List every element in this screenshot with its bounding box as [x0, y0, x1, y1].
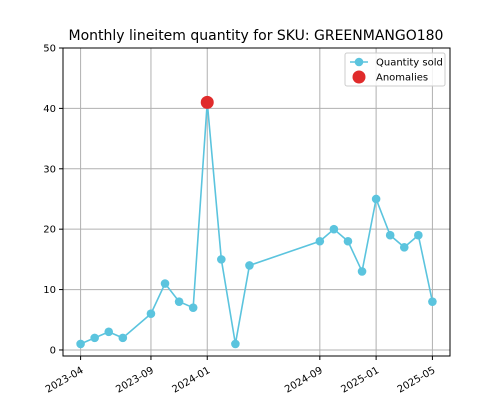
quantity-sold-point — [174, 297, 184, 306]
y-tick-label: 30 — [43, 164, 56, 175]
series-lines — [80, 102, 434, 345]
quantity-sold-point — [371, 194, 381, 204]
quantity-sold-point — [146, 309, 156, 319]
chart-title: Monthly lineitem quantity for SKU: GREEN… — [69, 28, 444, 44]
x-tick-label: 2025-01 — [339, 365, 381, 395]
y-tick-label: 50 — [43, 44, 56, 55]
x-tick-label: 2023-09 — [114, 365, 156, 395]
anomaly-point — [200, 95, 214, 109]
quantity-sold-point — [90, 333, 99, 343]
plot-area-frame — [62, 47, 451, 357]
quantity-sold-point — [399, 242, 409, 252]
data-points — [76, 95, 437, 349]
quantity-sold-point — [414, 230, 423, 240]
grid — [63, 47, 450, 356]
quantity-sold-point — [357, 267, 367, 276]
y-tick-label: 0 — [50, 345, 56, 356]
legend: Quantity sold Anomalies — [344, 52, 446, 87]
y-tick-label: 10 — [43, 285, 56, 296]
legend-label-anomalies: Anomalies — [376, 73, 428, 84]
legend-box — [344, 52, 446, 87]
legend-label-quantity: Quantity sold — [376, 58, 443, 69]
x-tick-label: 2024-01 — [171, 365, 213, 395]
quantity-sold-point — [231, 339, 240, 349]
quantity-sold-point — [217, 255, 226, 264]
x-tick-label: 2024-09 — [283, 365, 325, 395]
quantity-sold-point — [315, 236, 325, 246]
quantity-sold-line — [80, 102, 434, 345]
x-tick-label: 2023-04 — [44, 365, 86, 395]
legend-marker-swatch — [354, 57, 364, 67]
legend-anomaly-swatch — [352, 70, 366, 84]
quantity-sold-point — [329, 224, 339, 234]
x-tick-label: 2025-05 — [396, 365, 438, 395]
y-tick-label: 20 — [43, 225, 56, 236]
quantity-sold-point — [245, 261, 254, 270]
y-tick-label: 40 — [43, 104, 56, 115]
quantity-sold-point — [118, 333, 128, 343]
quantity-sold-point — [428, 297, 437, 306]
quantity-sold-point — [76, 339, 85, 349]
quantity-sold-point — [188, 303, 198, 312]
ticks: 2023-04 2023-09 2024-01 2024-09 2025-01 2025-… — [43, 44, 437, 396]
quantity-sold-point — [104, 327, 114, 337]
quantity-sold-point — [385, 230, 395, 240]
quantity-sold-point — [160, 279, 170, 288]
quantity-sold-point — [343, 236, 353, 246]
